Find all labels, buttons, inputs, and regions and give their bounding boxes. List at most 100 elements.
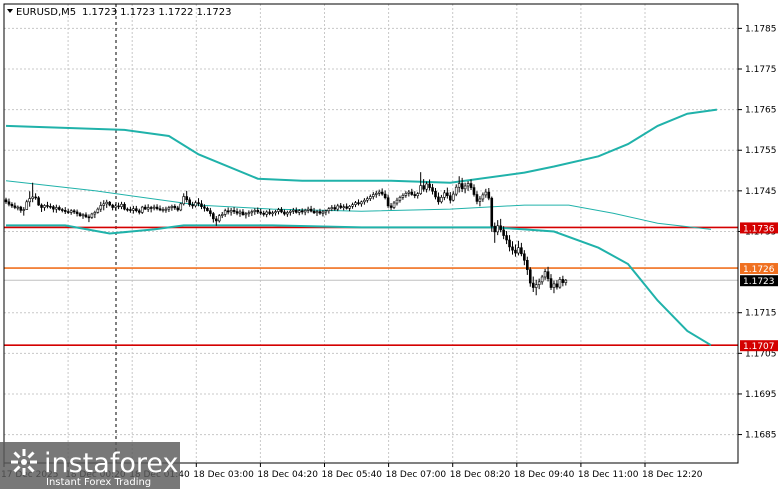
candle	[395, 197, 399, 206]
ohlc-readout: 1.1723 1.1723 1.1722 1.1723	[82, 7, 232, 18]
candle	[380, 188, 384, 196]
candle	[454, 184, 458, 197]
candle	[206, 206, 209, 212]
candle	[549, 274, 553, 290]
candle	[517, 240, 520, 256]
candle	[223, 208, 227, 217]
candle	[289, 209, 292, 216]
price-levels	[4, 226, 738, 347]
y-tick-label: 1.1785	[745, 24, 777, 34]
candle	[564, 278, 568, 286]
candle	[197, 198, 200, 207]
candle	[478, 196, 482, 207]
candle	[262, 210, 265, 217]
candle	[102, 200, 106, 211]
candle	[469, 179, 473, 191]
candle	[398, 195, 402, 203]
candle	[143, 204, 147, 210]
candle	[410, 188, 414, 196]
candle	[531, 276, 535, 292]
candle	[93, 210, 97, 219]
candle	[437, 192, 440, 205]
candle	[321, 209, 325, 217]
level-price-tag	[740, 263, 778, 275]
candle	[111, 203, 114, 211]
candle	[55, 204, 58, 213]
candle	[84, 212, 88, 219]
watermark-brand: instaforex	[44, 448, 178, 479]
candle	[377, 189, 381, 197]
candle	[327, 207, 331, 214]
band-middle	[5, 180, 712, 230]
candle	[7, 198, 11, 207]
candle	[176, 205, 180, 212]
candle	[309, 205, 313, 213]
candle	[425, 181, 428, 193]
candle	[135, 205, 138, 213]
candle	[25, 199, 29, 210]
candle	[34, 193, 37, 200]
candle	[526, 256, 529, 275]
candle	[90, 212, 94, 219]
x-tick-label: 18 Dec 09:40	[514, 470, 575, 480]
candle	[508, 235, 511, 252]
candle	[300, 208, 304, 215]
candle	[440, 194, 443, 204]
y-tick-label: 1.1705	[745, 349, 777, 359]
candle	[117, 202, 120, 210]
candle	[229, 207, 233, 216]
candle	[173, 204, 177, 210]
candle	[66, 208, 70, 215]
candle	[493, 222, 497, 243]
candle	[540, 274, 544, 285]
candle	[268, 209, 271, 216]
level-price-tag	[740, 222, 778, 234]
y-tick-label: 1.1745	[745, 187, 777, 197]
candle	[324, 209, 328, 216]
candle	[241, 209, 245, 216]
candle	[404, 191, 408, 198]
candle	[354, 201, 357, 208]
candle	[312, 207, 316, 215]
candle	[460, 177, 464, 193]
candle	[238, 209, 242, 217]
candle	[170, 204, 174, 211]
candle	[336, 203, 340, 212]
candle	[371, 192, 375, 200]
chevron-down-icon[interactable]	[7, 9, 13, 13]
candle	[374, 190, 378, 198]
candle	[413, 191, 417, 199]
candle	[490, 196, 494, 232]
candle	[505, 231, 508, 245]
candle	[472, 184, 476, 197]
candle	[357, 199, 360, 206]
x-tick-label: 18 Dec 08:20	[450, 470, 511, 480]
grid	[3, 4, 738, 463]
candle	[315, 209, 319, 217]
candle	[78, 211, 82, 217]
candle	[383, 190, 387, 200]
candle	[552, 280, 556, 294]
candle	[191, 201, 194, 209]
candle	[520, 242, 523, 257]
current-price-label: 1.1723	[743, 277, 775, 287]
y-tick-label: 1.1755	[745, 146, 777, 156]
level-price-label: 1.1707	[743, 342, 775, 352]
candle	[561, 275, 565, 287]
candle	[185, 190, 188, 203]
candle	[28, 191, 31, 207]
candle	[105, 199, 109, 208]
candle	[10, 202, 14, 208]
candle	[294, 207, 298, 214]
candle	[96, 207, 100, 214]
candle	[419, 172, 422, 195]
candle	[43, 204, 46, 211]
candle	[250, 209, 254, 217]
candle	[52, 205, 55, 213]
candle	[265, 210, 268, 218]
candle	[182, 193, 186, 206]
level-price-label: 1.1736	[743, 224, 775, 234]
candle	[407, 190, 411, 197]
candle	[351, 202, 354, 209]
